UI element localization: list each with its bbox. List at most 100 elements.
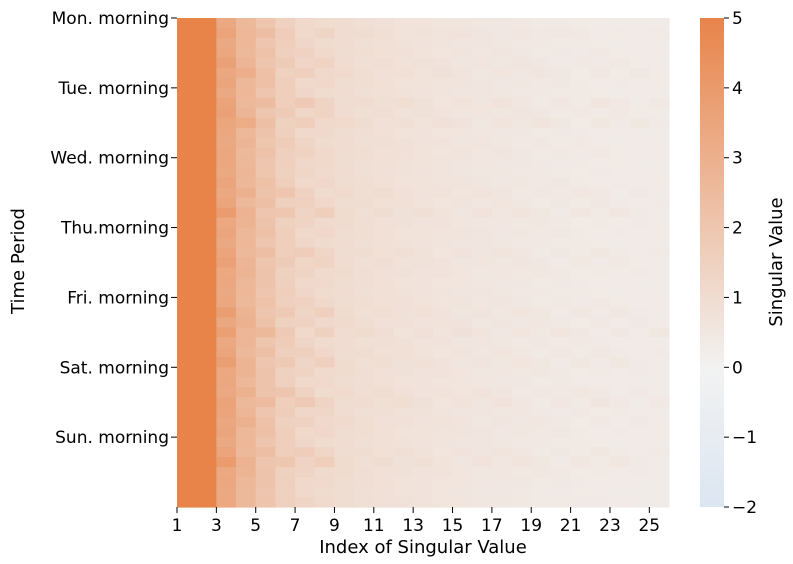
heatmap-cell	[472, 227, 493, 239]
heatmap-cell	[472, 77, 493, 89]
heatmap-cell	[570, 467, 591, 478]
heatmap-cell	[413, 267, 434, 279]
heatmap-cell	[373, 407, 395, 418]
heatmap-cell	[413, 297, 434, 309]
heatmap-cell	[609, 437, 631, 448]
heatmap-cell	[413, 217, 434, 229]
heatmap-cell	[236, 257, 257, 269]
y-axis-ticks: Mon. morning Tue. morning Wed. morning Thu.…	[50, 9, 177, 448]
heatmap-cell	[590, 447, 611, 458]
heatmap-cell	[334, 237, 355, 249]
heatmap-cell	[550, 147, 572, 159]
heatmap-cell	[511, 467, 532, 478]
heatmap-cell	[354, 127, 375, 139]
heatmap-cell	[275, 437, 296, 448]
heatmap-cell	[275, 217, 296, 229]
heatmap-cell	[491, 327, 513, 338]
heatmap-cell	[570, 157, 591, 169]
heatmap-cell	[216, 247, 237, 259]
heatmap-cell	[649, 18, 670, 29]
heatmap-cell	[314, 447, 336, 458]
heatmap-cell	[354, 57, 375, 69]
heatmap-cell	[393, 137, 414, 149]
heatmap-cell	[432, 397, 454, 408]
heatmap-cell	[491, 147, 513, 159]
heatmap-cell	[590, 157, 611, 169]
heatmap-cell	[609, 457, 631, 468]
heatmap-cell	[491, 407, 513, 418]
heatmap-cell	[295, 167, 316, 179]
heatmap-cell	[413, 137, 434, 149]
heatmap-cell	[177, 157, 198, 169]
heatmap-cell	[629, 167, 650, 179]
heatmap-cell	[570, 397, 591, 408]
heatmap-cell	[334, 397, 355, 408]
heatmap-cell	[472, 397, 493, 408]
heatmap-cell	[216, 117, 237, 129]
heatmap-cell	[216, 397, 237, 408]
heatmap-cell	[649, 417, 670, 428]
heatmap-cell	[373, 18, 395, 29]
heatmap-cell	[314, 117, 336, 129]
heatmap-cell	[531, 437, 552, 448]
heatmap-cell	[432, 127, 454, 139]
heatmap-cell	[570, 97, 591, 109]
heatmap-cell	[511, 237, 532, 249]
heatmap-cell	[649, 427, 670, 438]
heatmap-cell	[629, 57, 650, 69]
heatmap-cell	[177, 267, 198, 279]
heatmap-cell	[511, 497, 532, 508]
heatmap-cell	[255, 307, 276, 318]
heatmap-cell	[609, 497, 631, 508]
heatmap-cell	[216, 497, 237, 508]
heatmap-cell	[334, 257, 355, 269]
heatmap-cell	[452, 57, 473, 69]
heatmap-cell	[609, 287, 631, 299]
heatmap-cell	[550, 497, 572, 508]
heatmap-cell	[649, 117, 670, 129]
heatmap-cell	[629, 107, 650, 119]
heatmap-cell	[629, 247, 650, 259]
heatmap-cell	[177, 147, 198, 159]
heatmap-cell	[393, 107, 414, 119]
heatmap-cell	[590, 18, 611, 29]
heatmap-cell	[334, 217, 355, 229]
heatmap-cell	[432, 57, 454, 69]
heatmap-cell	[550, 247, 572, 259]
heatmap-cell	[393, 387, 414, 398]
heatmap-cell	[472, 18, 493, 29]
heatmap-cell	[452, 37, 473, 49]
heatmap-cell	[334, 77, 355, 89]
heatmap-cell	[491, 417, 513, 428]
heatmap-cell	[275, 287, 296, 299]
heatmap-cell	[570, 147, 591, 159]
heatmap-cell	[570, 447, 591, 458]
heatmap-cell	[531, 497, 552, 508]
heatmap-cell	[177, 47, 198, 59]
heatmap-cell	[275, 457, 296, 468]
heatmap-cell	[314, 27, 336, 39]
y-tick-label: Tue. morning	[57, 79, 169, 99]
heatmap-cell	[452, 177, 473, 189]
heatmap-cell	[373, 367, 395, 378]
heatmap-cell	[491, 227, 513, 239]
heatmap-cell	[609, 137, 631, 149]
heatmap-cell	[531, 377, 552, 388]
heatmap-cell	[649, 357, 670, 368]
heatmap-cell	[472, 427, 493, 438]
heatmap-cell	[511, 277, 532, 289]
heatmap-cell	[177, 377, 198, 388]
heatmap-cell	[472, 37, 493, 49]
heatmap-cell	[196, 47, 217, 59]
heatmap-cell	[334, 467, 355, 478]
heatmap-cell	[196, 337, 217, 348]
heatmap-cell	[295, 197, 316, 209]
heatmap-cell	[236, 397, 257, 408]
heatmap-cell	[275, 67, 296, 79]
heatmap-cell	[629, 347, 650, 358]
heatmap-cell	[354, 87, 375, 99]
heatmap-cell	[511, 107, 532, 119]
heatmap-cell	[255, 317, 276, 328]
heatmap-cell	[196, 247, 217, 259]
heatmap-cell	[196, 287, 217, 299]
